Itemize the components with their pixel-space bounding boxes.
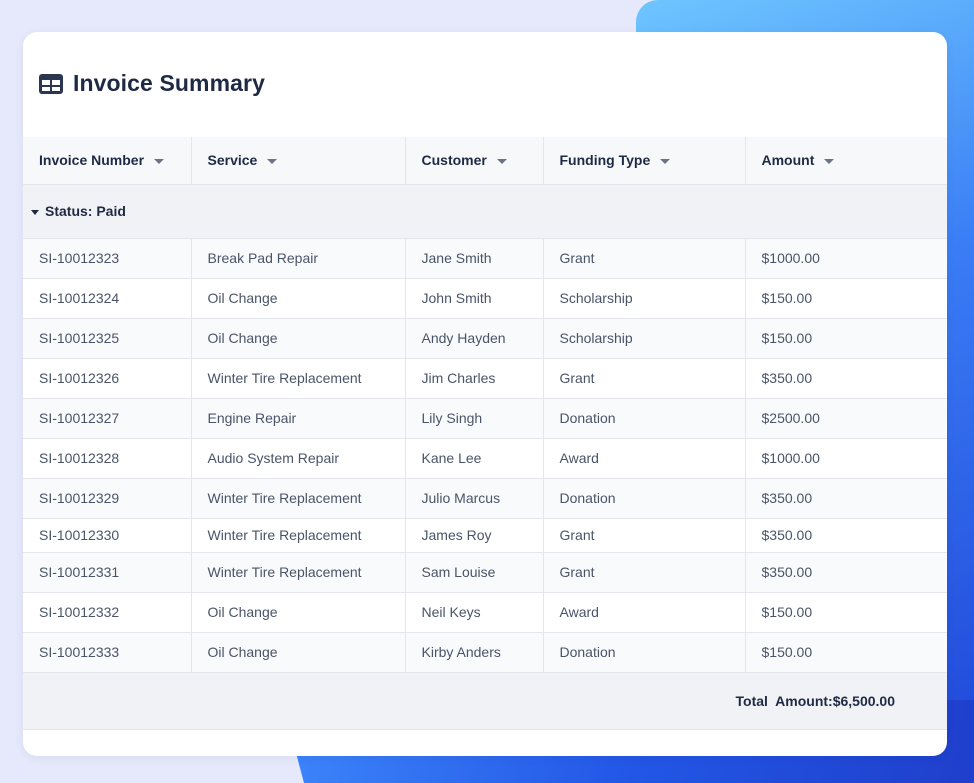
cell-funding-type: Award (543, 438, 746, 479)
page-title: Invoice Summary (73, 70, 265, 96)
cell-invoice-number: SI-10012332 (23, 592, 192, 633)
table-row[interactable]: SI-10012333 Oil Change Kirby Anders Dona… (23, 632, 947, 673)
cell-funding-type: Grant (543, 238, 746, 279)
cell-service: Oil Change (191, 632, 406, 673)
cell-funding-type: Donation (543, 478, 746, 519)
card-header: Invoice Summary (39, 70, 265, 97)
cell-funding-type: Scholarship (543, 318, 746, 359)
cell-invoice-number: SI-10012326 (23, 358, 192, 399)
invoice-table: Invoice Number Service Customer Funding … (23, 137, 947, 730)
caret-down-icon[interactable] (267, 159, 278, 165)
table-row[interactable]: SI-10012332 Oil Change Neil Keys Award $… (23, 592, 947, 633)
cell-invoice-number: SI-10012330 (23, 518, 192, 553)
cell-amount: $1000.00 (745, 238, 947, 279)
cell-amount: $350.00 (745, 358, 947, 399)
table-row[interactable]: SI-10012325 Oil Change Andy Hayden Schol… (23, 318, 947, 359)
cell-amount: $150.00 (745, 632, 947, 673)
cell-customer: James Roy (405, 518, 544, 553)
cell-customer: Julio Marcus (405, 478, 544, 519)
cell-invoice-number: SI-10012331 (23, 552, 192, 593)
caret-down-icon[interactable] (824, 159, 835, 165)
cell-customer: Kane Lee (405, 438, 544, 479)
column-header-label: Invoice Number (39, 152, 145, 169)
cell-funding-type: Donation (543, 632, 746, 673)
cell-invoice-number: SI-10012327 (23, 398, 192, 439)
cell-customer: Neil Keys (405, 592, 544, 633)
column-header-invoice-number[interactable]: Invoice Number (23, 137, 192, 185)
table-row[interactable]: SI-10012331 Winter Tire Replacement Sam … (23, 552, 947, 593)
table-header-row: Invoice Number Service Customer Funding … (23, 137, 947, 185)
cell-invoice-number: SI-10012325 (23, 318, 192, 359)
cell-service: Break Pad Repair (191, 238, 406, 279)
invoice-summary-card: Invoice Summary Invoice Number Service C… (23, 32, 947, 756)
cell-funding-type: Award (543, 592, 746, 633)
table-row[interactable]: SI-10012329 Winter Tire Replacement Juli… (23, 478, 947, 519)
column-header-service[interactable]: Service (191, 137, 406, 185)
column-header-label: Customer (421, 152, 487, 169)
cell-invoice-number: SI-10012333 (23, 632, 192, 673)
caret-down-icon[interactable] (154, 159, 165, 165)
table-row[interactable]: SI-10012330 Winter Tire Replacement Jame… (23, 518, 947, 553)
cell-customer: Andy Hayden (405, 318, 544, 359)
caret-down-icon[interactable] (660, 159, 671, 165)
cell-funding-type: Donation (543, 398, 746, 439)
cell-amount: $1000.00 (745, 438, 947, 479)
cell-amount: $2500.00 (745, 398, 947, 439)
table-row[interactable]: SI-10012327 Engine Repair Lily Singh Don… (23, 398, 947, 439)
cell-amount: $350.00 (745, 518, 947, 553)
table-row[interactable]: SI-10012324 Oil Change John Smith Schola… (23, 278, 947, 319)
cell-customer: John Smith (405, 278, 544, 319)
column-header-customer[interactable]: Customer (405, 137, 544, 185)
cell-invoice-number: SI-10012329 (23, 478, 192, 519)
table-row[interactable]: SI-10012326 Winter Tire Replacement Jim … (23, 358, 947, 399)
cell-customer: Lily Singh (405, 398, 544, 439)
cell-funding-type: Grant (543, 358, 746, 399)
cell-customer: Kirby Anders (405, 632, 544, 673)
group-label: Status: Paid (45, 203, 126, 219)
cell-invoice-number: SI-10012323 (23, 238, 192, 279)
caret-down-icon[interactable] (496, 159, 507, 165)
cell-invoice-number: SI-10012328 (23, 438, 192, 479)
column-header-funding-type[interactable]: Funding Type (543, 137, 746, 185)
cell-invoice-number: SI-10012324 (23, 278, 192, 319)
cell-amount: $150.00 (745, 592, 947, 633)
cell-amount: $150.00 (745, 318, 947, 359)
cell-funding-type: Grant (543, 518, 746, 553)
cell-funding-type: Grant (543, 552, 746, 593)
group-row-status-paid[interactable]: Status: Paid (23, 184, 947, 239)
caret-down-icon[interactable] (31, 209, 39, 215)
cell-customer: Jane Smith (405, 238, 544, 279)
cell-amount: $350.00 (745, 552, 947, 593)
cell-service: Winter Tire Replacement (191, 552, 406, 593)
cell-service: Winter Tire Replacement (191, 478, 406, 519)
cell-service: Engine Repair (191, 398, 406, 439)
cell-customer: Jim Charles (405, 358, 544, 399)
table-row[interactable]: SI-10012323 Break Pad Repair Jane Smith … (23, 238, 947, 279)
cell-service: Winter Tire Replacement (191, 358, 406, 399)
table-row[interactable]: SI-10012328 Audio System Repair Kane Lee… (23, 438, 947, 479)
cell-service: Oil Change (191, 592, 406, 633)
column-header-label: Funding Type (559, 152, 651, 169)
cell-amount: $350.00 (745, 478, 947, 519)
cell-service: Audio System Repair (191, 438, 406, 479)
column-header-amount[interactable]: Amount (745, 137, 947, 185)
cell-service: Oil Change (191, 318, 406, 359)
cell-service: Oil Change (191, 278, 406, 319)
total-amount: Total Amount:$6,500.00 (23, 672, 947, 730)
column-header-label: Service (207, 152, 258, 169)
table-footer-row: Total Amount:$6,500.00 (23, 672, 947, 730)
table-icon (39, 73, 63, 94)
cell-funding-type: Scholarship (543, 278, 746, 319)
cell-service: Winter Tire Replacement (191, 518, 406, 553)
cell-amount: $150.00 (745, 278, 947, 319)
cell-customer: Sam Louise (405, 552, 544, 593)
group-cell[interactable]: Status: Paid (23, 184, 947, 239)
column-header-label: Amount (761, 152, 815, 169)
